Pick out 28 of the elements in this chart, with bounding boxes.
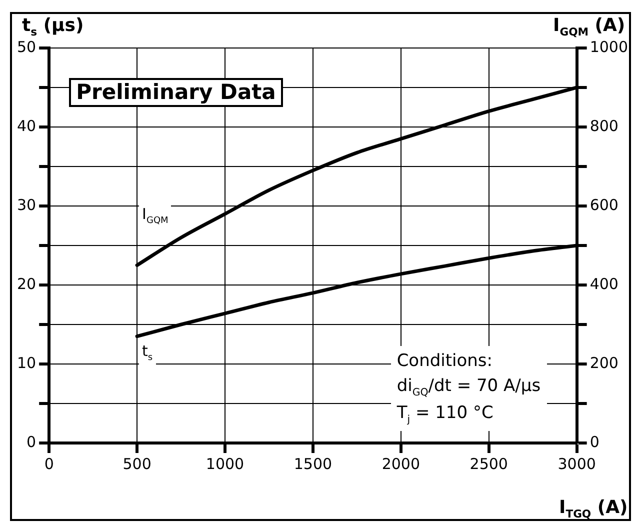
y-tick-label: 10 — [16, 354, 36, 372]
x-tick-label: 2000 — [382, 454, 420, 473]
y-axis-title: t$_{s}$ (μs) — [22, 15, 84, 39]
y2-tick-label: 0 — [590, 432, 600, 451]
annotation: di$_{GQ}$/dt = 70 A/μs — [396, 376, 541, 398]
annotation: T$_{j}$ = 110 °C — [396, 402, 494, 426]
series-label: t$_{s}$ — [139, 342, 156, 366]
x-tick-label: 1500 — [294, 454, 332, 473]
y-tick-label: 0 — [26, 432, 36, 451]
y-tick-label: 30 — [16, 196, 36, 214]
annotation: Conditions: — [396, 351, 493, 371]
y2-tick-label: 800 — [590, 116, 618, 135]
x-tick-label: 500 — [122, 454, 152, 473]
x-tick-label: 1000 — [206, 454, 244, 473]
x-tick-label: 2500 — [470, 454, 508, 473]
series-label: I$_{GQM}$ — [139, 205, 172, 228]
x-tick-label: 0 — [44, 454, 54, 473]
annotation: Preliminary Data — [69, 78, 283, 108]
x-tick-label: 3000 — [558, 454, 596, 473]
y2-tick-label: 1000 — [590, 38, 628, 56]
y-tick-label: 20 — [16, 274, 36, 293]
y-tick-label: 40 — [16, 116, 36, 135]
y-tick-label: 50 — [16, 38, 36, 56]
y2-tick-label: 200 — [590, 354, 618, 372]
y2-tick-label: 400 — [590, 274, 618, 293]
x-axis-title: I$_{TGQ}$ (A) — [559, 497, 628, 521]
y2-axis-title: I$_{GQM}$ (A) — [553, 15, 626, 39]
y2-tick-label: 600 — [590, 196, 618, 214]
